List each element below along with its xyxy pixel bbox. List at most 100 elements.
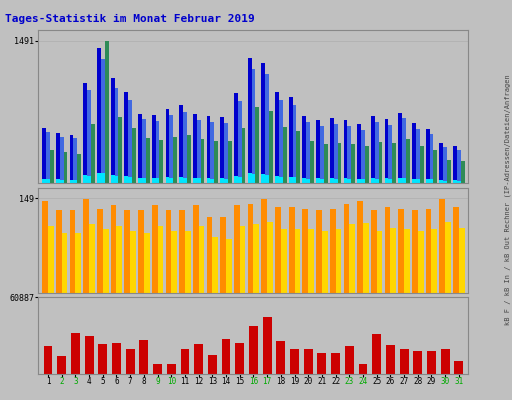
Bar <box>434 150 437 184</box>
Bar <box>194 344 203 374</box>
Bar <box>262 199 267 293</box>
Bar <box>57 356 66 374</box>
Bar <box>50 150 54 184</box>
Bar <box>461 161 465 184</box>
Bar <box>371 178 375 184</box>
Bar <box>111 175 115 184</box>
Bar <box>248 58 251 184</box>
Bar <box>337 143 342 184</box>
Bar <box>179 105 183 184</box>
Bar <box>398 209 404 293</box>
Bar <box>331 353 340 374</box>
Bar <box>289 207 294 293</box>
Bar <box>234 205 240 293</box>
Bar <box>214 141 218 184</box>
Bar <box>193 178 197 184</box>
Bar <box>453 207 459 293</box>
Text: Tages-Statistik im Monat Februar 2019: Tages-Statistik im Monat Februar 2019 <box>5 14 255 24</box>
Bar <box>276 341 285 374</box>
Bar <box>357 179 361 184</box>
Bar <box>139 340 148 374</box>
Bar <box>167 364 176 374</box>
Bar <box>262 63 265 184</box>
Bar <box>142 119 146 184</box>
Bar <box>115 176 118 184</box>
Bar <box>279 177 283 184</box>
Bar <box>240 226 245 293</box>
Bar <box>275 176 279 184</box>
Bar <box>222 339 230 374</box>
Bar <box>171 231 177 293</box>
Bar <box>426 179 430 184</box>
Bar <box>251 174 255 184</box>
Bar <box>56 210 61 293</box>
Bar <box>371 116 375 184</box>
Bar <box>303 209 308 293</box>
Bar <box>296 131 300 184</box>
Bar <box>348 126 351 184</box>
Bar <box>124 92 128 184</box>
Bar <box>402 178 406 184</box>
Bar <box>208 355 217 374</box>
Bar <box>253 224 259 293</box>
Bar <box>457 150 461 184</box>
Bar <box>348 179 351 184</box>
Bar <box>453 180 457 184</box>
Bar <box>63 152 68 184</box>
Bar <box>406 140 410 184</box>
Bar <box>357 201 363 293</box>
Bar <box>412 179 416 184</box>
Bar <box>97 172 101 184</box>
Bar <box>156 178 159 184</box>
Bar <box>263 318 271 374</box>
Bar <box>398 113 402 184</box>
Bar <box>158 226 163 293</box>
Bar <box>97 209 103 293</box>
Bar <box>193 205 199 293</box>
Bar <box>116 226 122 293</box>
Bar <box>73 138 77 184</box>
Bar <box>361 130 365 184</box>
Bar <box>344 120 348 184</box>
Bar <box>56 133 60 184</box>
Bar <box>251 68 255 184</box>
Bar <box>91 124 95 184</box>
Bar <box>289 97 293 184</box>
Bar <box>181 349 189 374</box>
Bar <box>220 118 224 184</box>
Bar <box>159 140 163 184</box>
Bar <box>459 228 465 293</box>
Bar <box>265 74 269 184</box>
Bar <box>156 121 159 184</box>
Bar <box>207 178 210 184</box>
Bar <box>115 88 118 184</box>
Bar <box>179 210 185 293</box>
Bar <box>443 147 447 184</box>
Bar <box>375 122 379 184</box>
Bar <box>322 231 328 293</box>
Bar <box>389 179 392 184</box>
Bar <box>199 226 204 293</box>
Bar <box>60 136 63 184</box>
Bar <box>304 349 313 374</box>
Bar <box>344 204 349 293</box>
Bar <box>87 176 91 184</box>
Bar <box>83 83 87 184</box>
Bar <box>262 174 265 184</box>
Bar <box>142 178 146 184</box>
Bar <box>439 199 445 293</box>
Bar <box>169 178 173 184</box>
Bar <box>427 351 436 374</box>
Bar <box>413 351 422 374</box>
Bar <box>375 178 379 184</box>
Bar <box>385 207 391 293</box>
Bar <box>89 224 95 293</box>
Bar <box>83 176 87 184</box>
Bar <box>248 174 251 184</box>
Bar <box>220 178 224 184</box>
Bar <box>336 229 342 293</box>
Bar <box>130 231 136 293</box>
Bar <box>70 135 73 184</box>
Bar <box>430 180 434 184</box>
Bar <box>275 92 279 184</box>
